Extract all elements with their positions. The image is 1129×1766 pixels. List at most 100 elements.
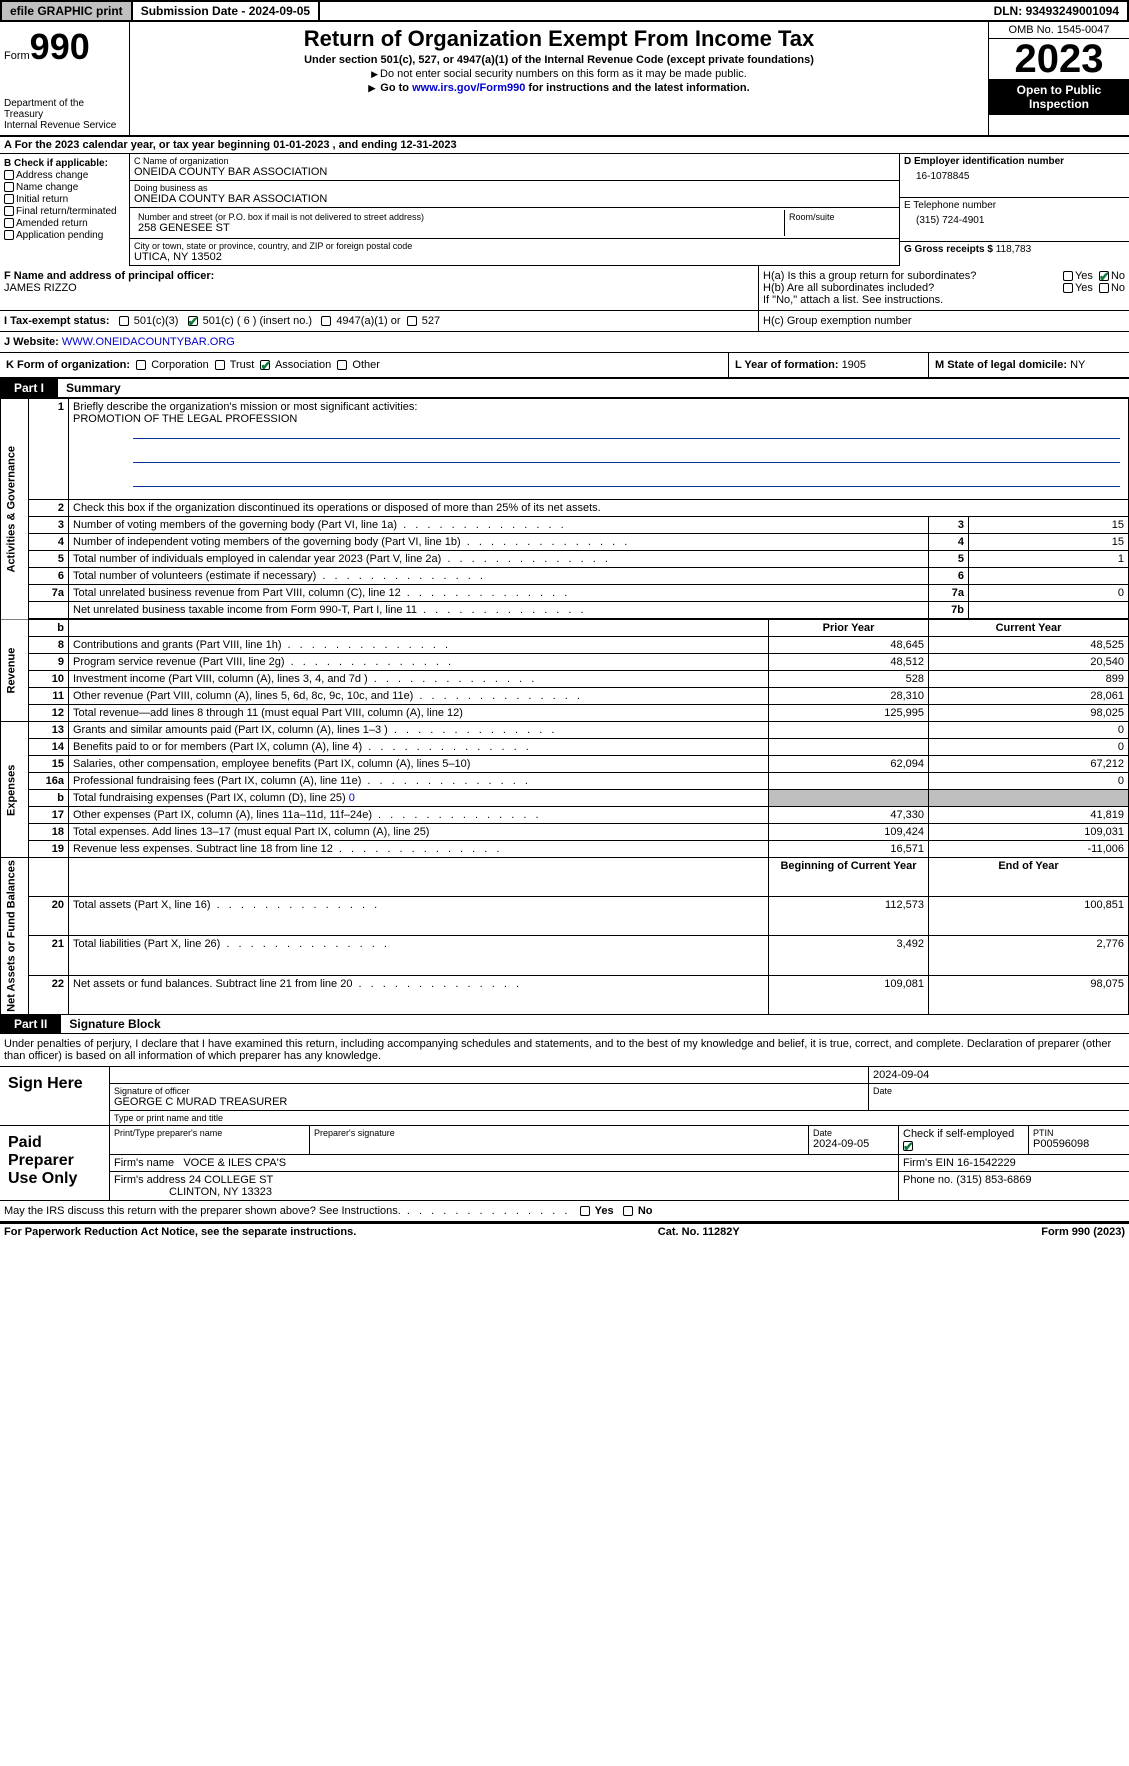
dba-name: ONEIDA COUNTY BAR ASSOCIATION bbox=[134, 193, 895, 205]
form-subtitle-2: Do not enter social security numbers on … bbox=[134, 68, 984, 80]
val-7a: 0 bbox=[969, 585, 1129, 602]
topbar: efile GRAPHIC print Submission Date - 20… bbox=[0, 0, 1129, 22]
city: UTICA, NY 13502 bbox=[134, 251, 895, 263]
vtab-revenue: Revenue bbox=[1, 619, 29, 722]
form-link-row: Go to www.irs.gov/Form990 for instructio… bbox=[134, 82, 984, 94]
vtab-activities: Activities & Governance bbox=[1, 399, 29, 620]
chk-name-change[interactable] bbox=[4, 182, 14, 192]
irs-link[interactable]: www.irs.gov/Form990 bbox=[412, 82, 525, 94]
paid-preparer-label: Paid Preparer Use Only bbox=[0, 1126, 110, 1200]
val-7b bbox=[969, 602, 1129, 620]
summary-table: Activities & Governance 1 Briefly descri… bbox=[0, 398, 1129, 1015]
footer-left: For Paperwork Reduction Act Notice, see … bbox=[4, 1226, 356, 1238]
firm-phone: (315) 853-6869 bbox=[956, 1174, 1031, 1186]
efile-print-btn[interactable]: efile GRAPHIC print bbox=[2, 2, 133, 20]
chk-ha-yes[interactable] bbox=[1063, 271, 1073, 281]
street: 258 GENESEE ST bbox=[138, 222, 780, 234]
chk-ha-no[interactable] bbox=[1099, 271, 1109, 281]
chk-app-pending[interactable] bbox=[4, 230, 14, 240]
row-a-tax-year: A For the 2023 calendar year, or tax yea… bbox=[0, 137, 1129, 154]
phone: (315) 724-4901 bbox=[904, 211, 1125, 226]
chk-hb-no[interactable] bbox=[1099, 283, 1109, 293]
footer-mid: Cat. No. 11282Y bbox=[658, 1226, 740, 1238]
firm-ein: 16-1542229 bbox=[957, 1157, 1016, 1169]
chk-address-change[interactable] bbox=[4, 170, 14, 180]
phone-label: E Telephone number bbox=[904, 200, 1125, 211]
row-j: J Website: WWW.ONEIDACOUNTYBAR.ORG bbox=[0, 332, 1129, 353]
footer: For Paperwork Reduction Act Notice, see … bbox=[0, 1222, 1129, 1240]
form-subtitle-1: Under section 501(c), 527, or 4947(a)(1)… bbox=[134, 54, 984, 66]
sign-here-label: Sign Here bbox=[0, 1067, 110, 1125]
hb-note: If "No," attach a list. See instructions… bbox=[763, 294, 1125, 306]
dln: DLN: 93493249001094 bbox=[986, 2, 1127, 20]
ein: 16-1078845 bbox=[904, 167, 1125, 182]
discuss-row: May the IRS discuss this return with the… bbox=[0, 1201, 1129, 1222]
footer-right: Form 990 (2023) bbox=[1041, 1226, 1125, 1238]
public-inspection: Open to Public Inspection bbox=[989, 79, 1129, 115]
vtab-netassets: Net Assets or Fund Balances bbox=[1, 858, 29, 1015]
street-label: Number and street (or P.O. box if mail i… bbox=[138, 212, 780, 222]
val-3: 15 bbox=[969, 517, 1129, 534]
firm-name: VOCE & ILES CPA'S bbox=[183, 1157, 286, 1169]
firm-addr1: 24 COLLEGE ST bbox=[189, 1174, 273, 1186]
box-b-title: B Check if applicable: bbox=[4, 158, 125, 169]
firm-addr2: CLINTON, NY 13323 bbox=[169, 1186, 272, 1198]
perjury-text: Under penalties of perjury, I declare th… bbox=[0, 1034, 1129, 1067]
row-f-h: F Name and address of principal officer:… bbox=[0, 266, 1129, 311]
officer-sig-date: 2024-09-04 bbox=[869, 1067, 1129, 1083]
city-label: City or town, state or province, country… bbox=[134, 241, 895, 251]
ptin: P00596098 bbox=[1033, 1138, 1089, 1150]
state-domicile: NY bbox=[1070, 359, 1085, 371]
org-name-label: C Name of organization bbox=[134, 156, 895, 166]
chk-4947[interactable] bbox=[321, 316, 331, 326]
irs-label: Internal Revenue Service bbox=[4, 120, 125, 131]
chk-amended[interactable] bbox=[4, 218, 14, 228]
form-title: Return of Organization Exempt From Incom… bbox=[134, 26, 984, 52]
form-header: Form990 Department of the Treasury Inter… bbox=[0, 22, 1129, 137]
chk-hb-yes[interactable] bbox=[1063, 283, 1073, 293]
chk-527[interactable] bbox=[407, 316, 417, 326]
chk-trust[interactable] bbox=[215, 360, 225, 370]
gross-receipts: 118,783 bbox=[996, 244, 1031, 255]
org-name: ONEIDA COUNTY BAR ASSOCIATION bbox=[134, 166, 895, 178]
website-link[interactable]: WWW.ONEIDACOUNTYBAR.ORG bbox=[62, 336, 235, 348]
val-6 bbox=[969, 568, 1129, 585]
chk-501c[interactable] bbox=[188, 316, 198, 326]
row-i: I Tax-exempt status: 501(c)(3) 501(c) ( … bbox=[0, 311, 1129, 332]
year-formation: 1905 bbox=[842, 359, 866, 371]
chk-discuss-yes[interactable] bbox=[580, 1206, 590, 1216]
chk-assoc[interactable] bbox=[260, 360, 270, 370]
chk-final-return[interactable] bbox=[4, 206, 14, 216]
chk-initial-return[interactable] bbox=[4, 194, 14, 204]
chk-discuss-no[interactable] bbox=[623, 1206, 633, 1216]
dba-label: Doing business as bbox=[134, 183, 895, 193]
part2-header: Part II Signature Block bbox=[0, 1015, 1129, 1034]
form-number: Form990 bbox=[4, 26, 125, 68]
vtab-expenses: Expenses bbox=[1, 722, 29, 858]
chk-corp[interactable] bbox=[136, 360, 146, 370]
chk-other[interactable] bbox=[337, 360, 347, 370]
officer-label: F Name and address of principal officer: bbox=[4, 270, 754, 282]
officer-signature: GEORGE C MURAD TREASURER bbox=[114, 1096, 864, 1108]
val-5: 1 bbox=[969, 551, 1129, 568]
ha-label: H(a) Is this a group return for subordin… bbox=[763, 270, 1063, 282]
hb-label: H(b) Are all subordinates included? bbox=[763, 282, 1063, 294]
val-4: 15 bbox=[969, 534, 1129, 551]
chk-self-employed[interactable] bbox=[903, 1141, 913, 1151]
prep-date: 2024-09-05 bbox=[813, 1138, 869, 1150]
hc-label: H(c) Group exemption number bbox=[763, 315, 912, 327]
signature-block: Under penalties of perjury, I declare th… bbox=[0, 1034, 1129, 1222]
identity-block: B Check if applicable: Address change Na… bbox=[0, 154, 1129, 266]
tax-year: 2023 bbox=[989, 39, 1129, 79]
ein-label: D Employer identification number bbox=[904, 156, 1125, 167]
dept-treasury: Department of the Treasury bbox=[4, 98, 125, 120]
submission-date: Submission Date - 2024-09-05 bbox=[133, 2, 318, 20]
row-klm: K Form of organization: Corporation Trus… bbox=[0, 353, 1129, 379]
officer-name: JAMES RIZZO bbox=[4, 282, 754, 294]
chk-501c3[interactable] bbox=[119, 316, 129, 326]
part1-header: Part I Summary bbox=[0, 379, 1129, 398]
mission-text: PROMOTION OF THE LEGAL PROFESSION bbox=[73, 413, 297, 425]
room-label: Room/suite bbox=[789, 212, 891, 222]
gross-label: G Gross receipts $ bbox=[904, 244, 996, 255]
fundraising-link[interactable]: 0 bbox=[349, 792, 355, 804]
